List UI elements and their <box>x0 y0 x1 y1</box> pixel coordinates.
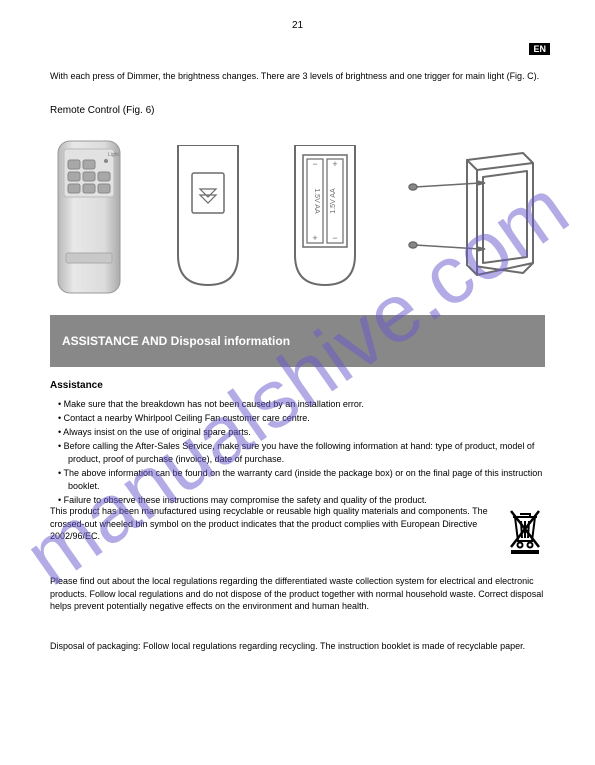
diagram-row: Light 1.5V AA − + 1.5V AA + − <box>50 130 545 305</box>
regulations-paragraph: Please find out about the local regulati… <box>50 575 545 613</box>
assistance-heading: Assistance <box>50 380 103 391</box>
list-item: • Before calling the After-Sales Service… <box>58 440 545 466</box>
list-item: • Contact a nearby Whirlpool Ceiling Fan… <box>58 412 545 425</box>
svg-text:+: + <box>332 159 337 169</box>
svg-text:−: − <box>312 159 317 169</box>
svg-text:+: + <box>312 233 317 243</box>
battery-compartment-diagram: 1.5V AA − + 1.5V AA + − <box>289 145 361 290</box>
language-badge: EN <box>529 43 550 55</box>
section-title-band: ASSISTANCE AND Disposal information <box>50 315 545 367</box>
list-item: • Make sure that the breakdown has not b… <box>58 398 545 411</box>
list-item: • The above information can be found on … <box>58 467 545 493</box>
svg-text:1.5V AA: 1.5V AA <box>313 188 320 214</box>
packaging-paragraph: Disposal of packaging: Follow local regu… <box>50 640 545 653</box>
remote-subtitle: Remote Control (Fig. 6) <box>50 105 154 116</box>
disposal-paragraph: This product has been manufactured using… <box>50 505 493 560</box>
disposal-row: This product has been manufactured using… <box>50 505 545 560</box>
intro-paragraph: With each press of Dimmer, the brightnes… <box>50 70 545 83</box>
battery-cover-diagram <box>172 145 244 290</box>
bullet-list: • Make sure that the breakdown has not b… <box>58 398 545 508</box>
svg-text:Light: Light <box>108 152 119 158</box>
remote-control-diagram: Light <box>50 135 128 300</box>
wall-bracket-diagram <box>405 145 545 290</box>
list-item: • Always insist on the use of original s… <box>58 426 545 439</box>
weee-icon <box>505 505 545 560</box>
svg-text:−: − <box>332 233 337 243</box>
page-number: 21 <box>292 20 303 31</box>
svg-text:1.5V AA: 1.5V AA <box>330 188 337 214</box>
